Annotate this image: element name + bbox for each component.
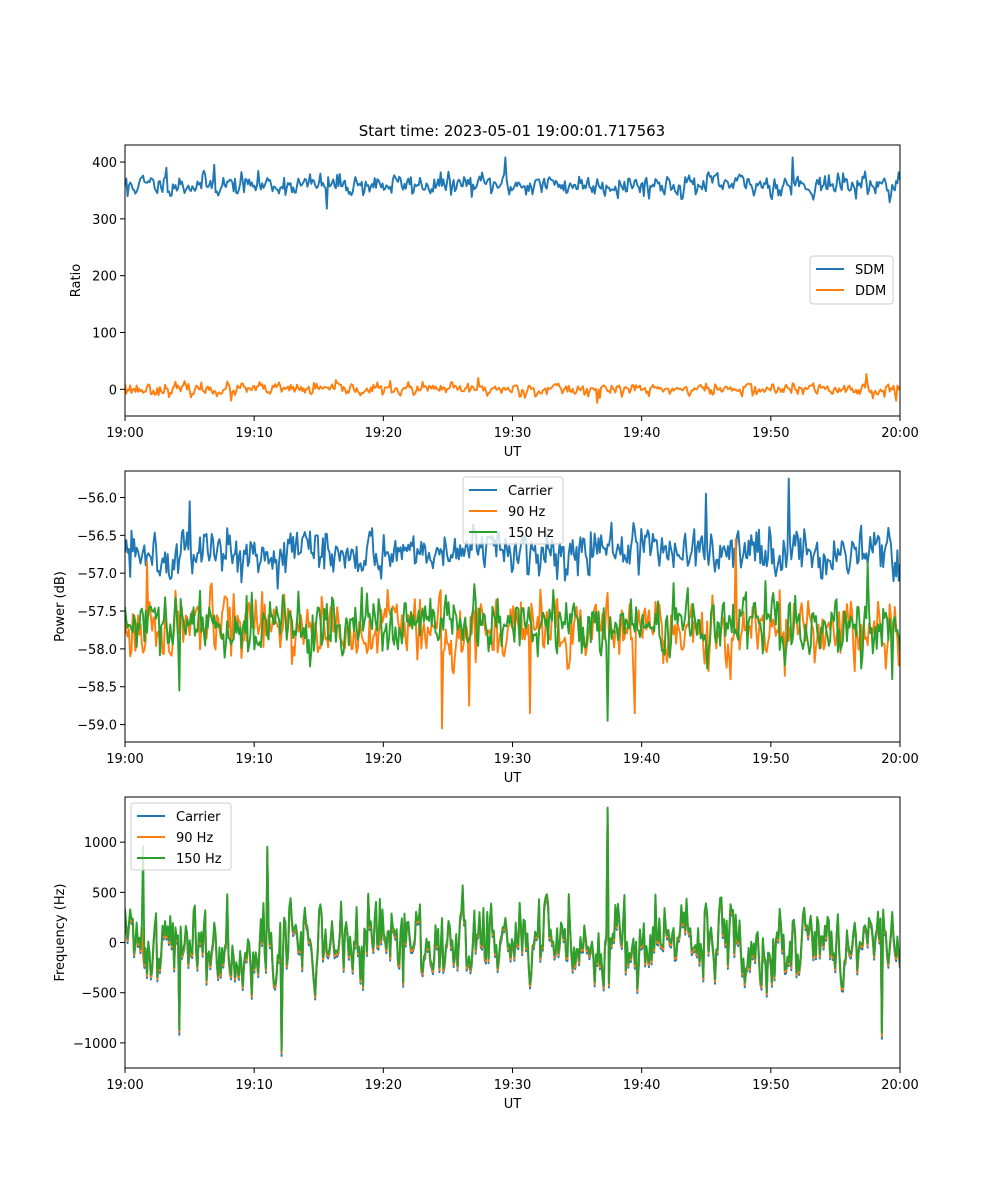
y-tick-label: 500	[92, 886, 117, 901]
series-line-3	[125, 560, 900, 722]
x-tick-label: 19:40	[623, 752, 660, 767]
x-tick-label: 19:10	[235, 1078, 272, 1093]
panel-3: 19:00 19:10 19:20 19:30 19:40 19:50 20:00 1000 5…	[53, 796, 919, 1112]
series-line-1	[125, 808, 900, 1057]
legend-entry: DDM	[855, 284, 886, 299]
y-axis-label: Frequency (Hz)	[53, 883, 68, 981]
series-line-3	[125, 806, 900, 1052]
series-group	[125, 806, 900, 1057]
y-tick-label: −57.5	[77, 605, 117, 620]
x-tick-label: 19:50	[752, 1078, 789, 1093]
y-tick-label: −56.0	[77, 491, 117, 506]
x-tick-label: 19:40	[623, 1078, 660, 1093]
y-axis-label: Ratio	[69, 264, 84, 297]
series-group	[125, 477, 900, 730]
legend: Carrier 90 Hz 150 Hz	[462, 476, 564, 545]
y-tick-label: 400	[92, 156, 117, 171]
x-tick-label: 20:00	[881, 752, 918, 767]
x-axis-label: UT	[504, 771, 522, 786]
y-tick-label: 0	[109, 937, 117, 952]
y-tick-label: −56.5	[77, 529, 117, 544]
legend-entry: 90 Hz	[176, 831, 213, 846]
series-line-1	[125, 477, 900, 590]
series-line-2	[125, 807, 900, 1054]
x-tick-label: 19:20	[365, 1078, 402, 1093]
x-tick-label: 19:30	[494, 426, 531, 441]
y-tick-label: −58.0	[77, 643, 117, 658]
x-tick-label: 19:20	[365, 752, 402, 767]
y-tick-label: −58.5	[77, 681, 117, 696]
panels: 19:00 19:10 19:20 19:30 19:40 19:50 20:00 0 100 2…	[53, 144, 919, 1112]
x-tick-label: 19:50	[752, 426, 789, 441]
legend: SDM DDM	[809, 255, 894, 305]
legend-entry: Carrier	[176, 810, 221, 825]
legend-entry: 150 Hz	[176, 852, 222, 867]
y-tick-label: −1000	[73, 1037, 117, 1052]
x-tick-label: 19:30	[494, 1078, 531, 1093]
legend: Carrier 90 Hz 150 Hz	[130, 802, 232, 871]
y-tick-label: 300	[92, 213, 117, 228]
x-tick-label: 19:50	[752, 752, 789, 767]
y-tick-label: 1000	[84, 836, 117, 851]
y-tick-label: −500	[81, 987, 117, 1002]
x-tick-label: 20:00	[881, 1078, 918, 1093]
y-tick-label: 0	[109, 383, 117, 398]
x-tick-label: 19:10	[235, 752, 272, 767]
legend-entry: SDM	[855, 263, 884, 278]
legend-box	[130, 802, 232, 871]
legend-entry: 150 Hz	[508, 526, 554, 541]
series-line-2	[125, 373, 900, 404]
x-tick-label: 19:40	[623, 426, 660, 441]
panel-1: 19:00 19:10 19:20 19:30 19:40 19:50 20:00 0 100 2…	[69, 144, 919, 460]
x-tick-label: 19:00	[106, 426, 143, 441]
x-tick-label: 20:00	[881, 426, 918, 441]
axes-frame	[124, 796, 901, 1069]
series-group	[125, 156, 900, 404]
x-tick-label: 19:00	[106, 1078, 143, 1093]
y-tick-label: 200	[92, 270, 117, 285]
x-axis-label: UT	[504, 445, 522, 460]
series-line-1	[125, 156, 900, 210]
panel-2: 19:00 19:10 19:20 19:30 19:40 19:50 20:00 −56.0…	[53, 470, 919, 786]
x-axis-label: UT	[504, 1097, 522, 1112]
x-tick-label: 19:00	[106, 752, 143, 767]
y-tick-label: −57.0	[77, 567, 117, 582]
y-tick-label: 100	[92, 326, 117, 341]
x-tick-label: 19:30	[494, 752, 531, 767]
chart-title: Start time: 2023-05-01 19:00:01.717563	[359, 122, 665, 140]
x-tick-label: 19:10	[235, 426, 272, 441]
legend-entry: Carrier	[508, 484, 553, 499]
x-tick-label: 19:20	[365, 426, 402, 441]
y-tick-label: −59.0	[77, 719, 117, 734]
y-axis-label: Power (dB)	[53, 571, 68, 642]
legend-entry: 90 Hz	[508, 505, 545, 520]
legend-box	[462, 476, 564, 545]
